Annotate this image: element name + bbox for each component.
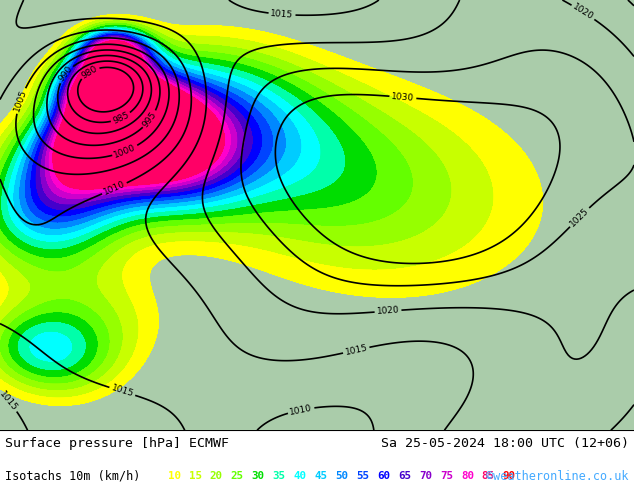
Text: 90: 90 xyxy=(503,471,516,481)
Text: 80: 80 xyxy=(461,471,474,481)
Text: 1010: 1010 xyxy=(102,180,127,197)
Text: 30: 30 xyxy=(252,471,265,481)
Text: 985: 985 xyxy=(111,110,131,126)
Text: 25: 25 xyxy=(231,471,244,481)
Text: 40: 40 xyxy=(294,471,307,481)
Text: 65: 65 xyxy=(398,471,411,481)
Text: 75: 75 xyxy=(440,471,453,481)
Text: 15: 15 xyxy=(189,471,202,481)
Text: 1015: 1015 xyxy=(0,389,19,413)
Text: ©weatheronline.co.uk: ©weatheronline.co.uk xyxy=(486,470,629,483)
Text: Surface pressure [hPa] ECMWF: Surface pressure [hPa] ECMWF xyxy=(5,438,229,450)
Text: Isotachs 10m (km/h): Isotachs 10m (km/h) xyxy=(5,470,141,483)
Text: 1020: 1020 xyxy=(377,306,400,317)
Text: 20: 20 xyxy=(210,471,223,481)
Text: 990: 990 xyxy=(57,65,75,84)
Text: 1015: 1015 xyxy=(344,343,368,357)
Text: 35: 35 xyxy=(273,471,286,481)
Text: 1015: 1015 xyxy=(270,9,294,20)
Text: 1030: 1030 xyxy=(391,92,415,103)
Text: 85: 85 xyxy=(482,471,495,481)
Text: 1010: 1010 xyxy=(289,403,313,417)
Text: 1020: 1020 xyxy=(571,2,595,22)
Text: 1025: 1025 xyxy=(568,206,591,228)
Text: 10: 10 xyxy=(168,471,181,481)
Text: 70: 70 xyxy=(419,471,432,481)
Text: 60: 60 xyxy=(377,471,391,481)
Text: 1005: 1005 xyxy=(13,88,29,113)
Text: 55: 55 xyxy=(356,471,370,481)
Text: 995: 995 xyxy=(141,110,158,129)
Text: 1000: 1000 xyxy=(113,143,138,160)
Text: 45: 45 xyxy=(314,471,328,481)
Text: Sa 25-05-2024 18:00 UTC (12+06): Sa 25-05-2024 18:00 UTC (12+06) xyxy=(381,438,629,450)
Text: 1015: 1015 xyxy=(110,384,134,399)
Text: 980: 980 xyxy=(80,64,100,80)
Text: 50: 50 xyxy=(335,471,349,481)
